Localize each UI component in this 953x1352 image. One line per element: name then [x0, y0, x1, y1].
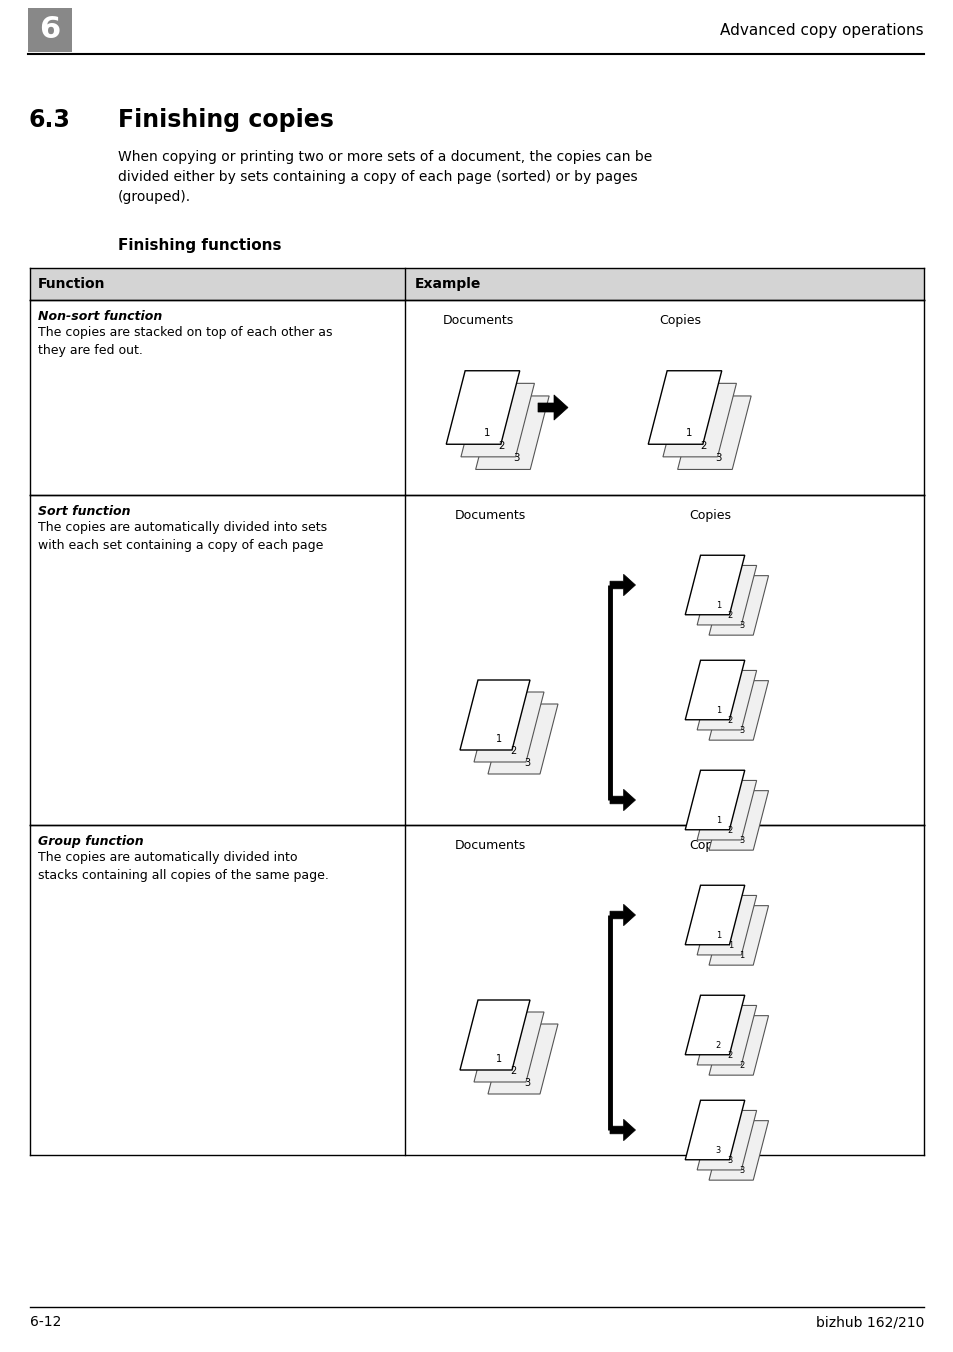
- Text: Documents: Documents: [454, 508, 525, 522]
- Polygon shape: [684, 995, 744, 1055]
- Text: Advanced copy operations: Advanced copy operations: [720, 23, 923, 38]
- Text: 2: 2: [498, 441, 504, 450]
- Polygon shape: [662, 384, 736, 457]
- Polygon shape: [697, 565, 756, 625]
- Text: 2: 2: [727, 611, 732, 619]
- Polygon shape: [609, 904, 635, 926]
- Text: Function: Function: [38, 277, 106, 291]
- Polygon shape: [708, 1121, 768, 1180]
- Text: The copies are stacked on top of each other as
they are fed out.: The copies are stacked on top of each ot…: [38, 326, 333, 357]
- Polygon shape: [697, 1110, 756, 1169]
- Text: 1: 1: [727, 941, 732, 950]
- Text: 3: 3: [523, 1078, 530, 1088]
- Text: 1: 1: [715, 706, 720, 715]
- Text: 1: 1: [715, 600, 720, 610]
- Text: 3: 3: [513, 453, 519, 464]
- Polygon shape: [609, 1119, 635, 1141]
- Polygon shape: [474, 692, 543, 763]
- Text: Example: Example: [415, 277, 481, 291]
- Text: bizhub 162/210: bizhub 162/210: [815, 1315, 923, 1329]
- Text: 1: 1: [715, 815, 720, 825]
- Text: 2: 2: [727, 1051, 732, 1060]
- Text: Sort function: Sort function: [38, 506, 131, 518]
- Polygon shape: [488, 1023, 558, 1094]
- Text: 1: 1: [496, 734, 501, 744]
- Text: 2: 2: [727, 715, 732, 725]
- Polygon shape: [708, 680, 768, 740]
- Text: The copies are automatically divided into
stacks containing all copies of the sa: The copies are automatically divided int…: [38, 850, 329, 882]
- Text: 1: 1: [739, 950, 744, 960]
- Text: 1: 1: [685, 429, 692, 438]
- Polygon shape: [684, 1101, 744, 1160]
- Polygon shape: [684, 556, 744, 615]
- Text: 6-12: 6-12: [30, 1315, 61, 1329]
- Text: Documents: Documents: [442, 314, 513, 327]
- Text: 3: 3: [523, 758, 530, 768]
- Polygon shape: [459, 1000, 530, 1069]
- Polygon shape: [708, 576, 768, 635]
- Text: 3: 3: [739, 726, 744, 735]
- Text: 3: 3: [715, 453, 721, 464]
- Polygon shape: [697, 780, 756, 840]
- Text: 1: 1: [496, 1055, 501, 1064]
- Polygon shape: [684, 660, 744, 719]
- Polygon shape: [474, 1013, 543, 1082]
- Bar: [28, 8, 71, 51]
- Text: Documents: Documents: [454, 840, 525, 852]
- Polygon shape: [708, 1015, 768, 1075]
- Polygon shape: [460, 384, 534, 457]
- Polygon shape: [609, 575, 635, 596]
- Polygon shape: [708, 906, 768, 965]
- Text: 2: 2: [715, 1041, 720, 1049]
- Text: 3: 3: [739, 1165, 744, 1175]
- Polygon shape: [537, 395, 567, 420]
- Text: The copies are automatically divided into sets
with each set containing a copy o: The copies are automatically divided int…: [38, 521, 327, 552]
- Text: When copying or printing two or more sets of a document, the copies can be
divid: When copying or printing two or more set…: [118, 150, 652, 204]
- Polygon shape: [459, 680, 530, 750]
- Text: Finishing functions: Finishing functions: [118, 238, 281, 253]
- Text: 2: 2: [509, 746, 516, 756]
- Text: Group function: Group function: [38, 836, 144, 848]
- Polygon shape: [476, 396, 549, 469]
- Text: 6.3: 6.3: [28, 108, 70, 132]
- Bar: [30, 268, 923, 300]
- Text: Finishing copies: Finishing copies: [118, 108, 334, 132]
- Text: 1: 1: [483, 429, 490, 438]
- Text: 6: 6: [39, 15, 61, 45]
- Polygon shape: [488, 704, 558, 773]
- Text: Copies: Copies: [688, 508, 730, 522]
- Polygon shape: [697, 671, 756, 730]
- Text: 3: 3: [727, 1156, 732, 1165]
- Text: 2: 2: [727, 826, 732, 834]
- Text: Copies: Copies: [688, 840, 730, 852]
- Text: Non-sort function: Non-sort function: [38, 310, 162, 323]
- Polygon shape: [684, 771, 744, 830]
- Text: 2: 2: [739, 1061, 744, 1069]
- Polygon shape: [684, 886, 744, 945]
- Polygon shape: [609, 790, 635, 811]
- Text: 2: 2: [509, 1065, 516, 1076]
- Text: Copies: Copies: [659, 314, 700, 327]
- Text: 3: 3: [739, 836, 744, 845]
- Text: 3: 3: [715, 1145, 720, 1155]
- Polygon shape: [677, 396, 750, 469]
- Polygon shape: [708, 791, 768, 850]
- Text: 2: 2: [700, 441, 706, 450]
- Text: 3: 3: [739, 621, 744, 630]
- Polygon shape: [446, 370, 519, 445]
- Text: 1: 1: [715, 930, 720, 940]
- Polygon shape: [697, 1006, 756, 1065]
- Polygon shape: [648, 370, 721, 445]
- Polygon shape: [697, 895, 756, 955]
